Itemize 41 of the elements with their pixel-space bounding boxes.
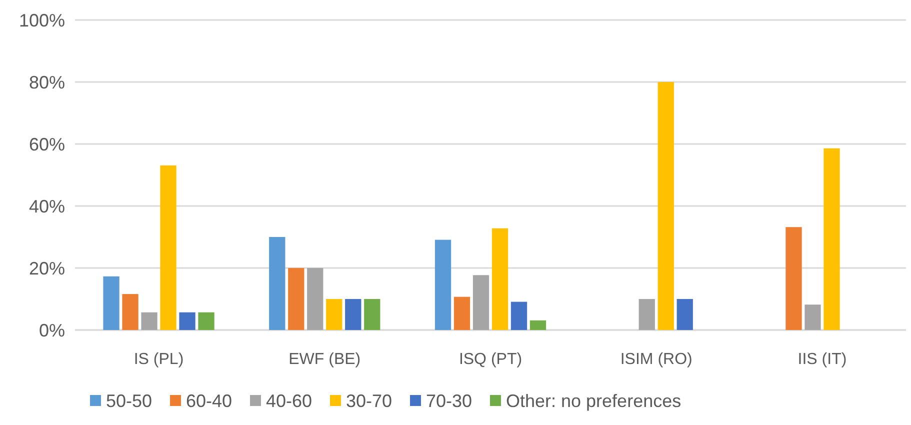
x-tick-label: ISIM (RO) (620, 351, 692, 368)
bar (824, 148, 840, 330)
bar (141, 312, 158, 330)
y-tick-label: 80% (28, 72, 65, 92)
legend-label: Other: no preferences (506, 391, 682, 411)
bar (364, 299, 380, 330)
bar (103, 276, 120, 330)
legend-label: 60-40 (186, 391, 232, 411)
x-tick-label: ISQ (PT) (458, 351, 522, 368)
bar (122, 294, 138, 330)
y-tick-label: 20% (28, 258, 65, 278)
bar (658, 82, 674, 330)
legend-label: 50-50 (106, 391, 152, 411)
y-tick-label: 0% (38, 320, 65, 340)
bar (179, 312, 196, 330)
bar (804, 304, 821, 330)
bar (198, 312, 214, 330)
bar (345, 299, 362, 330)
y-tick-label: 100% (18, 10, 65, 30)
bar (638, 299, 655, 330)
bar (160, 165, 176, 330)
legend-label: 40-60 (266, 391, 312, 411)
bar (786, 227, 802, 330)
bar (492, 228, 508, 330)
x-tick-label: EWF (BE) (288, 351, 361, 368)
bar (288, 268, 304, 330)
bar (326, 299, 342, 330)
x-tick-label: IIS (IT) (798, 351, 847, 368)
y-tick-label: 60% (28, 134, 65, 154)
legend-label: 70-30 (426, 391, 472, 411)
y-tick-label: 40% (28, 196, 65, 216)
bar (269, 237, 286, 330)
bar (676, 299, 693, 330)
bar (510, 302, 528, 330)
bar (454, 296, 470, 330)
bar (472, 275, 490, 330)
x-tick-label: IS (PL) (134, 351, 184, 368)
bar (434, 240, 452, 330)
bar (307, 268, 324, 330)
bar (530, 320, 546, 330)
legend-label: 30-70 (346, 391, 392, 411)
